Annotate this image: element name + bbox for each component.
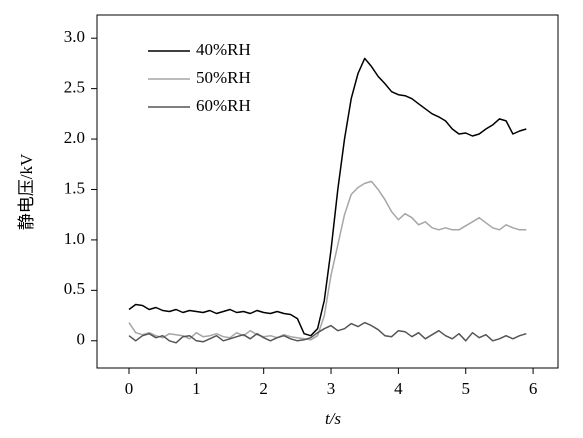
y-axis-label: 静电压/kV [17, 153, 36, 230]
plot-frame [96, 14, 559, 369]
x-axis-label: t/s [325, 409, 341, 428]
series-line [128, 57, 527, 337]
legend-label: 50%RH [196, 68, 251, 87]
y-tick-label: 2.5 [64, 78, 85, 97]
y-tick-label: 3.0 [64, 27, 85, 46]
legend-label: 40%RH [196, 40, 251, 59]
x-tick-label: 5 [461, 379, 470, 398]
y-tick-label: 0 [77, 330, 86, 349]
x-tick-label: 1 [192, 379, 201, 398]
y-tick-label: 1.0 [64, 229, 85, 248]
series-line [128, 321, 527, 344]
y-tick-label: 2.0 [64, 128, 85, 147]
y-tick-label: 1.5 [64, 178, 85, 197]
x-tick-label: 4 [394, 379, 403, 398]
legend-label: 60%RH [196, 96, 251, 115]
x-tick-label: 2 [259, 379, 268, 398]
x-tick-label: 3 [327, 379, 336, 398]
series-line [128, 180, 527, 341]
x-tick-label: 6 [529, 379, 538, 398]
x-tick-label: 0 [125, 379, 134, 398]
y-tick-label: 0.5 [64, 279, 85, 298]
